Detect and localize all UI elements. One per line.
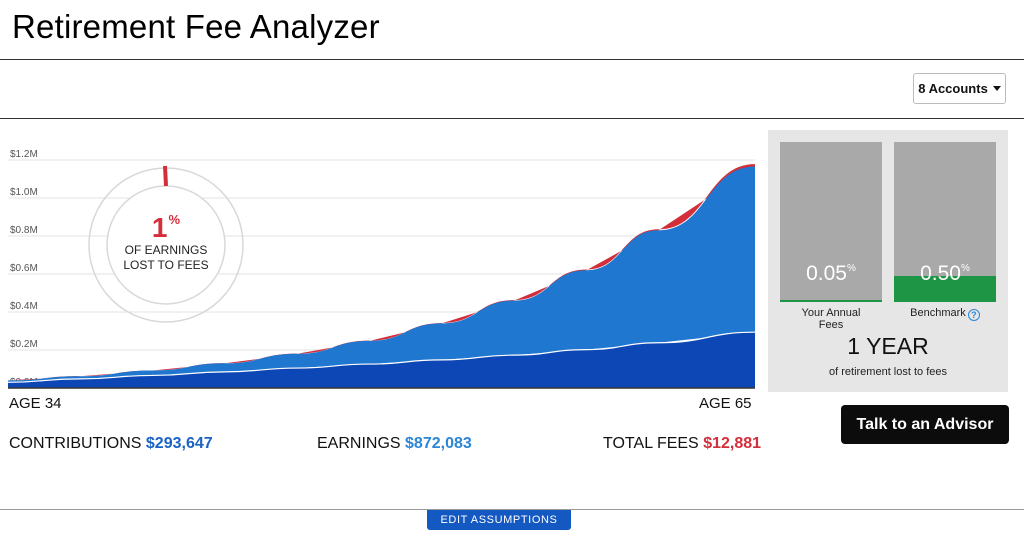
chevron-down-icon (992, 86, 1001, 91)
your-fees-bar: 0.05% (780, 142, 882, 302)
page-title: Retirement Fee Analyzer (12, 8, 380, 45)
years-lost: 1 YEAR (847, 333, 929, 359)
footer-divider (0, 509, 1024, 510)
earnings-label: EARNINGS (317, 435, 401, 452)
benchmark-label: Benchmark? (894, 307, 996, 321)
y-tick-label: $0.4M (10, 301, 38, 312)
earnings-value: $872,083 (405, 435, 472, 452)
earnings-area (8, 166, 755, 383)
your-fees-label-line2: Fees (818, 319, 844, 331)
fees-value: $12,881 (703, 435, 762, 452)
contributions-value: $293,647 (145, 435, 213, 452)
fee-donut (88, 165, 244, 323)
edit-assumptions-button[interactable]: EDIT ASSUMPTIONS (427, 510, 571, 530)
contributions-stat: CONTRIBUTIONS $293,647 (9, 435, 213, 453)
y-tick-label: $0.2M (10, 339, 38, 350)
fees-stat: TOTAL FEES $12,881 (603, 435, 761, 453)
years-lost-caption: of retirement lost to fees (829, 366, 947, 378)
your-fees-number: 0.05 (806, 262, 847, 285)
fee-percent: 1% (86, 212, 246, 244)
benchmark-number: 0.50 (920, 262, 961, 285)
your-fees-label-line1: Your Annual (801, 307, 861, 319)
header-divider (0, 59, 1024, 60)
benchmark-unit: % (960, 263, 970, 274)
your-fees-unit: % (846, 263, 856, 274)
fee-caption: OF EARNINGS LOST TO FEES (86, 243, 246, 273)
benchmark-label-text: Benchmark (910, 307, 966, 319)
toolbar-divider (0, 118, 1024, 119)
contributions-line (7, 331, 756, 383)
benchmark-bar: 0.50% (894, 142, 996, 302)
donut-fee-marker (163, 165, 168, 187)
benchmark-fill (894, 276, 996, 302)
contributions-label: CONTRIBUTIONS (9, 435, 142, 452)
fee-percent-value: 1 (151, 212, 168, 243)
contributions-area (8, 332, 755, 388)
your-fees-value: 0.05% (780, 262, 882, 286)
fee-caption-line1: OF EARNINGS (124, 243, 208, 257)
benchmark-value: 0.50% (894, 262, 996, 286)
talk-to-advisor-button[interactable]: Talk to an Advisor (841, 405, 1009, 444)
fee-comparison-panel: 0.05% 0.50% Your Annual Fees Benchmark? … (768, 130, 1008, 392)
fee-percent-unit: % (168, 212, 181, 227)
your-fees-fill (780, 300, 882, 302)
y-tick-label: $0.8M (10, 225, 38, 236)
y-tick-label: $1.0M (10, 187, 38, 198)
fee-caption-line2: LOST TO FEES (123, 258, 209, 272)
accounts-dropdown[interactable]: 8 Accounts (913, 73, 1006, 104)
your-fees-label: Your Annual Fees (780, 307, 882, 331)
accounts-dropdown-label: 8 Accounts (918, 81, 988, 96)
x-start-label: AGE 34 (9, 395, 62, 412)
x-end-label: AGE 65 (699, 395, 752, 412)
y-tick-label: $1.2M (10, 150, 38, 160)
help-icon[interactable]: ? (967, 309, 980, 321)
fees-label: TOTAL FEES (603, 435, 699, 452)
earnings-stat: EARNINGS $872,083 (317, 435, 472, 453)
y-tick-label: $0.6M (10, 263, 38, 274)
